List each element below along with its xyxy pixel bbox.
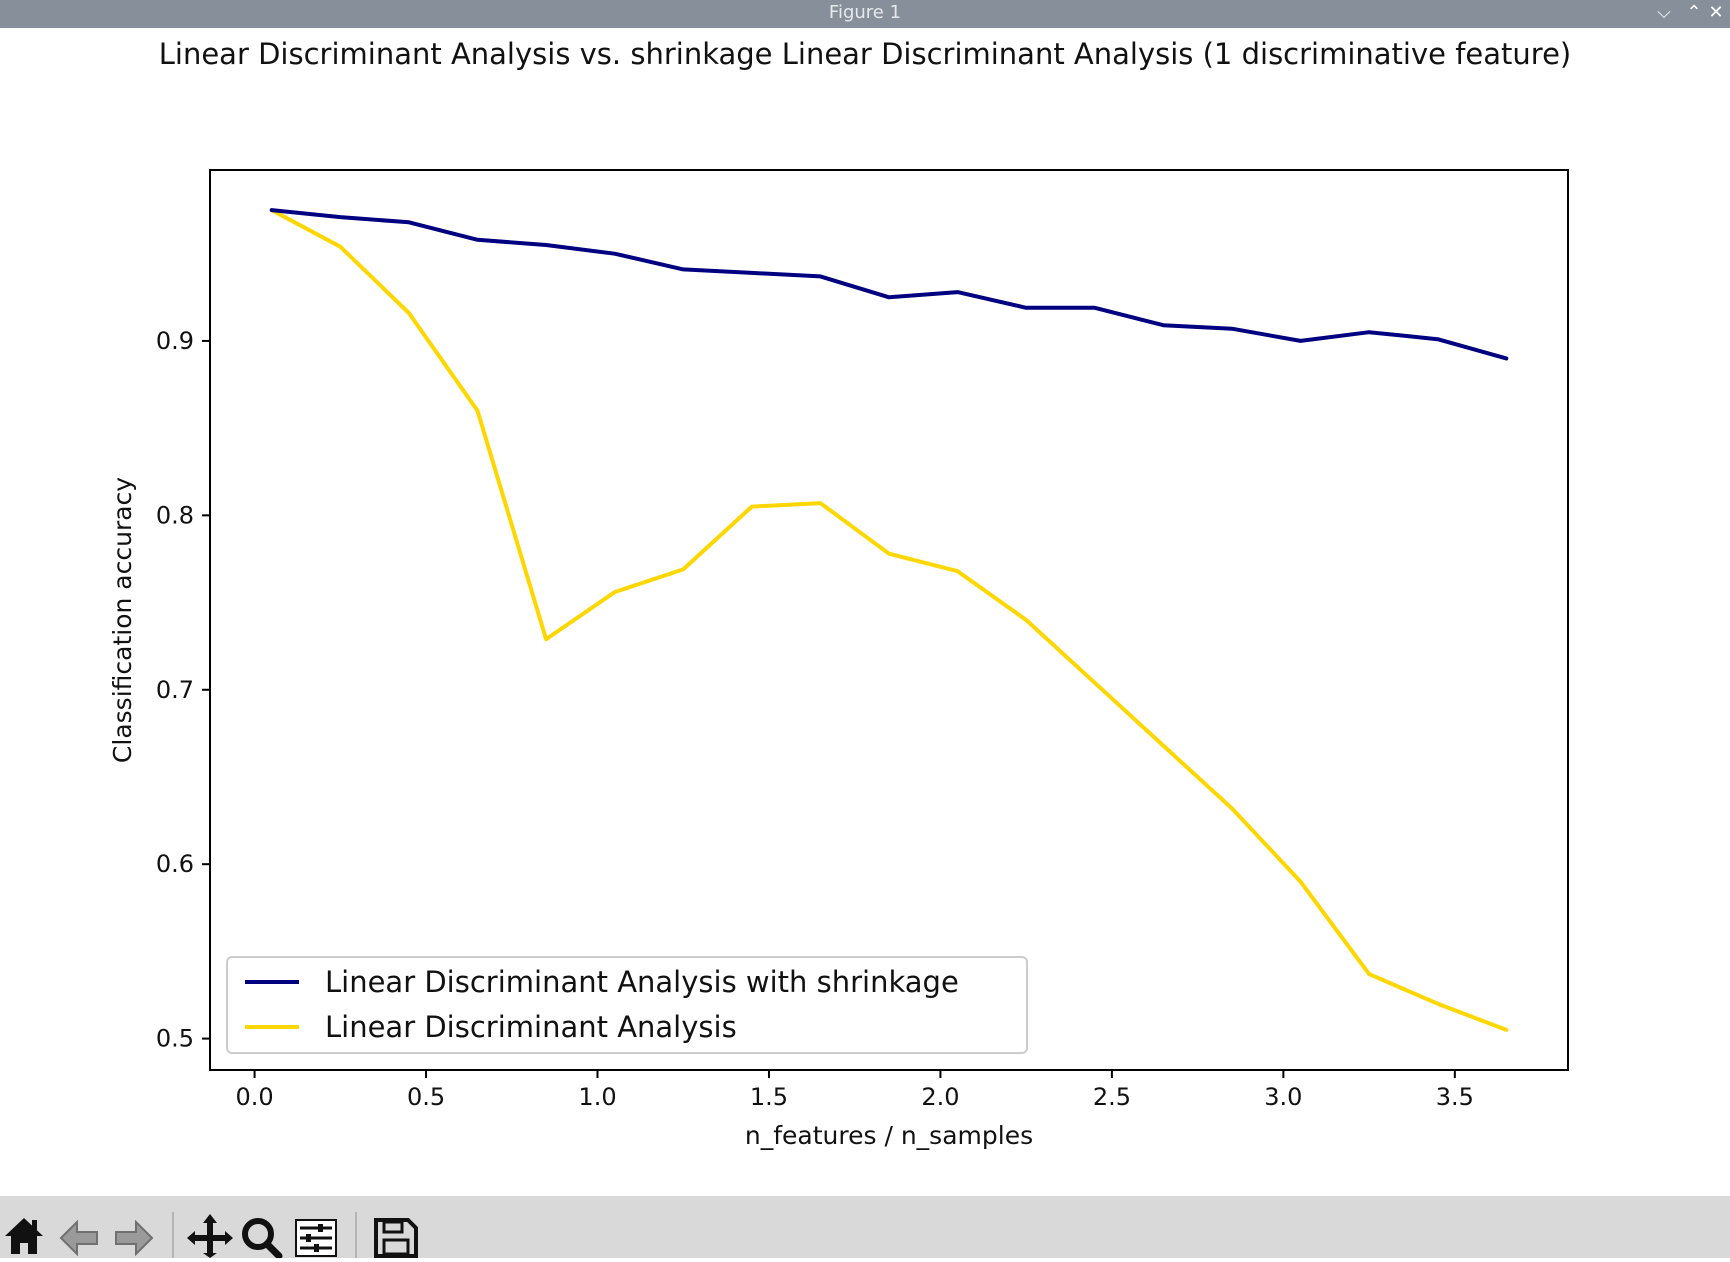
y-tick-label: 0.8 — [156, 501, 194, 529]
x-tick-label: 1.5 — [750, 1083, 788, 1111]
zoom-button[interactable] — [238, 1210, 286, 1260]
home-icon — [5, 1218, 43, 1254]
forward-button[interactable] — [110, 1210, 158, 1258]
pan-button[interactable] — [186, 1210, 234, 1258]
legend-label: Linear Discriminant Analysis — [325, 1010, 737, 1044]
maximize-icon[interactable]: ⌃ — [1686, 2, 1702, 23]
x-axis-label: n_features / n_samples — [745, 1121, 1033, 1150]
toolbar-separator — [172, 1212, 174, 1258]
y-tick-label: 0.7 — [156, 676, 194, 704]
arrow-right-icon — [115, 1219, 154, 1257]
floppy-icon — [374, 1218, 418, 1258]
x-tick-label: 1.0 — [578, 1083, 616, 1111]
series-line — [269, 208, 1509, 1032]
navigation-toolbar — [0, 1196, 1730, 1260]
window-title: Figure 1 — [828, 2, 902, 23]
close-icon[interactable]: ✕ — [1708, 2, 1724, 23]
sliders-icon — [295, 1219, 337, 1257]
figure-canvas: Linear Discriminant Analysis vs. shrinka… — [0, 28, 1730, 1196]
home-button[interactable] — [0, 1210, 48, 1258]
toolbar-separator — [355, 1212, 357, 1258]
plot-area-frame — [209, 169, 1569, 1071]
x-tick-label: 2.0 — [921, 1083, 959, 1111]
x-tick-label: 3.5 — [1436, 1083, 1474, 1111]
chart-title: Linear Discriminant Analysis vs. shrinka… — [159, 37, 1571, 71]
save-button[interactable] — [372, 1210, 420, 1258]
series-line — [269, 208, 1509, 361]
move-icon — [187, 1214, 233, 1258]
legend: Linear Discriminant Analysis with shrink… — [226, 956, 1028, 1054]
x-tick-label: 3.0 — [1264, 1083, 1302, 1111]
magnifier-icon — [242, 1218, 283, 1260]
window-titlebar: Figure 1 ⌵ ⌃ ✕ — [0, 0, 1730, 28]
legend-frame — [226, 956, 1028, 1054]
legend-label: Linear Discriminant Analysis with shrink… — [325, 965, 959, 999]
series-lines — [269, 208, 1509, 1032]
arrow-left-icon — [59, 1219, 98, 1257]
configure-subplots-button[interactable] — [292, 1210, 340, 1258]
axis-ticks: 0.0 0.5 1.0 1.5 2.0 2.5 3.0 3.5 0.5 0.6 0.7 0.8 0.9 — [156, 327, 1474, 1111]
y-tick-label: 0.6 — [156, 850, 194, 878]
x-tick-label: 0.0 — [235, 1083, 273, 1111]
x-tick-label: 2.5 — [1093, 1083, 1131, 1111]
x-tick-label: 0.5 — [407, 1083, 445, 1111]
back-button[interactable] — [55, 1210, 103, 1258]
y-tick-label: 0.9 — [156, 327, 194, 355]
chart-svg: Linear Discriminant Analysis vs. shrinka… — [108, 37, 1571, 1150]
minimize-icon[interactable]: ⌵ — [1657, 2, 1671, 23]
y-axis-label: Classification accuracy — [108, 477, 137, 763]
y-tick-label: 0.5 — [156, 1025, 194, 1053]
